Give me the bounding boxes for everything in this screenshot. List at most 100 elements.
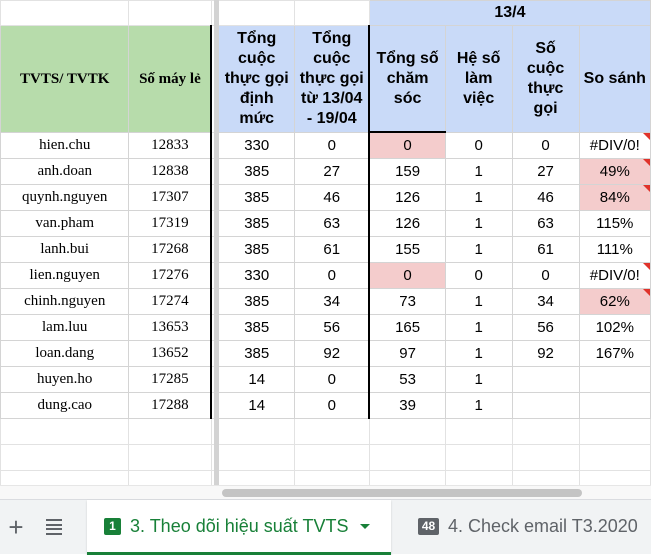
cell-care-total[interactable]: 126	[368, 210, 446, 237]
cell-calls-range[interactable]: 0	[294, 392, 371, 419]
cell-calls[interactable]: 46	[511, 184, 580, 211]
cell-blank[interactable]	[578, 470, 651, 485]
cell-calls-range[interactable]: 0	[294, 366, 371, 393]
cell-blank[interactable]	[511, 444, 580, 471]
horizontal-scrollbar[interactable]	[0, 485, 651, 499]
cell-coef[interactable]: 0	[444, 262, 513, 289]
cell-tvts[interactable]: hien.chu	[0, 131, 130, 159]
header-compare[interactable]: So sánh	[578, 25, 651, 133]
cell-coef[interactable]: 1	[444, 158, 513, 185]
cell-care-total[interactable]: 0	[368, 131, 446, 159]
cell-calls-range[interactable]: 56	[294, 314, 371, 341]
header-ext[interactable]: Số máy lẻ	[128, 25, 213, 133]
scrollbar-thumb[interactable]	[222, 489, 582, 497]
spreadsheet-grid[interactable]: 13/4 TVTS/ TVTK Số máy lẻ Tổng cuộc thực…	[0, 0, 651, 485]
cell-calls[interactable]: 61	[511, 236, 580, 263]
cell-quota[interactable]: 14	[218, 366, 296, 393]
cell-quota[interactable]: 385	[218, 340, 296, 367]
cell-quota[interactable]: 385	[218, 210, 296, 237]
cell-calls-range[interactable]: 27	[294, 158, 371, 185]
freeze-divider[interactable]	[214, 0, 219, 485]
cell-compare[interactable]: 102%	[578, 314, 651, 341]
cell-quota[interactable]: 385	[218, 236, 296, 263]
cell-coef[interactable]: 1	[444, 184, 513, 211]
cell-quota[interactable]: 14	[218, 392, 296, 419]
cell-ext[interactable]: 17307	[128, 184, 213, 211]
cell-tvts[interactable]: lanh.bui	[0, 236, 130, 263]
all-sheets-button[interactable]	[42, 500, 66, 554]
cell-ext[interactable]: 17268	[128, 236, 213, 263]
cell-blank[interactable]	[0, 470, 130, 485]
cell-ext[interactable]: 12838	[128, 158, 213, 185]
cell-blank[interactable]	[368, 470, 446, 485]
cell-care-total[interactable]: 39	[368, 392, 446, 419]
cell-blank[interactable]	[128, 470, 212, 485]
cell-coef[interactable]: 1	[444, 392, 513, 419]
group-header-date[interactable]: 13/4	[368, 0, 651, 26]
cell-blank[interactable]	[294, 444, 370, 471]
cell-calls[interactable]: 0	[511, 131, 580, 159]
cell-blank[interactable]	[128, 444, 212, 471]
header-tvts[interactable]: TVTS/ TVTK	[0, 25, 130, 133]
cell-blank[interactable]	[0, 444, 130, 471]
cell-calls[interactable]: 27	[511, 158, 580, 185]
cell-blank[interactable]	[218, 418, 296, 445]
cell-care-total[interactable]: 73	[368, 288, 446, 315]
cell-blank[interactable]	[368, 418, 446, 445]
cell-blank[interactable]	[368, 444, 446, 471]
cell-blank[interactable]	[294, 418, 370, 445]
cell-blank[interactable]	[128, 418, 212, 445]
cell-coef[interactable]: 1	[444, 340, 513, 367]
cell-quota[interactable]: 330	[218, 131, 296, 159]
cell-ext[interactable]: 17274	[128, 288, 213, 315]
cell-care-total[interactable]: 159	[368, 158, 446, 185]
cell-ext[interactable]: 13653	[128, 314, 213, 341]
tab-check-email[interactable]: 48 4. Check email T3.2020	[404, 500, 651, 552]
cell-quota[interactable]: 385	[218, 288, 296, 315]
cell-coef[interactable]: 1	[444, 210, 513, 237]
cell-tvts[interactable]: loan.dang	[0, 340, 130, 367]
header-calls-range[interactable]: Tổng cuộc thực gọi từ 13/04 - 19/04	[294, 25, 371, 133]
cell-blank[interactable]	[444, 444, 513, 471]
cell-ext[interactable]: 12833	[128, 131, 213, 159]
header-coef[interactable]: Hệ số làm việc	[444, 25, 513, 133]
header-calls[interactable]: Số cuộc thực gọi	[511, 25, 580, 133]
cell-compare[interactable]: #DIV/0!	[578, 262, 651, 289]
header-quota[interactable]: Tổng cuộc thực gọi định mức	[218, 25, 296, 133]
cell-ext[interactable]: 17288	[128, 392, 213, 419]
cell-coef[interactable]: 1	[444, 288, 513, 315]
cell-tvts[interactable]: lien.nguyen	[0, 262, 130, 289]
cell-blank[interactable]	[0, 0, 130, 26]
cell-blank[interactable]	[444, 470, 513, 485]
add-sheet-button[interactable]: +	[6, 500, 26, 554]
cell-blank[interactable]	[511, 418, 580, 445]
cell-calls[interactable]: 92	[511, 340, 580, 367]
cell-compare[interactable]: 84%	[578, 184, 651, 211]
cell-coef[interactable]: 1	[444, 236, 513, 263]
cell-calls[interactable]: 34	[511, 288, 580, 315]
cell-calls-range[interactable]: 0	[294, 262, 371, 289]
cell-compare[interactable]	[578, 366, 651, 393]
cell-calls-range[interactable]: 63	[294, 210, 371, 237]
cell-ext[interactable]: 17276	[128, 262, 213, 289]
cell-care-total[interactable]: 165	[368, 314, 446, 341]
cell-calls[interactable]: 63	[511, 210, 580, 237]
cell-blank[interactable]	[444, 418, 513, 445]
cell-tvts[interactable]: quynh.nguyen	[0, 184, 130, 211]
cell-tvts[interactable]: van.pham	[0, 210, 130, 237]
cell-blank[interactable]	[218, 444, 296, 471]
caret-down-icon[interactable]	[360, 523, 371, 529]
cell-tvts[interactable]: lam.luu	[0, 314, 130, 341]
cell-compare[interactable]: 111%	[578, 236, 651, 263]
cell-care-total[interactable]: 0	[368, 262, 446, 289]
cell-care-total[interactable]: 53	[368, 366, 446, 393]
cell-care-total[interactable]: 97	[368, 340, 446, 367]
cell-ext[interactable]: 17285	[128, 366, 213, 393]
cell-calls-range[interactable]: 34	[294, 288, 371, 315]
cell-coef[interactable]: 1	[444, 314, 513, 341]
cell-calls[interactable]: 0	[511, 262, 580, 289]
cell-blank[interactable]	[294, 0, 370, 26]
cell-tvts[interactable]: chinh.nguyen	[0, 288, 130, 315]
cell-calls-range[interactable]: 0	[294, 131, 371, 159]
cell-tvts[interactable]: anh.doan	[0, 158, 130, 185]
